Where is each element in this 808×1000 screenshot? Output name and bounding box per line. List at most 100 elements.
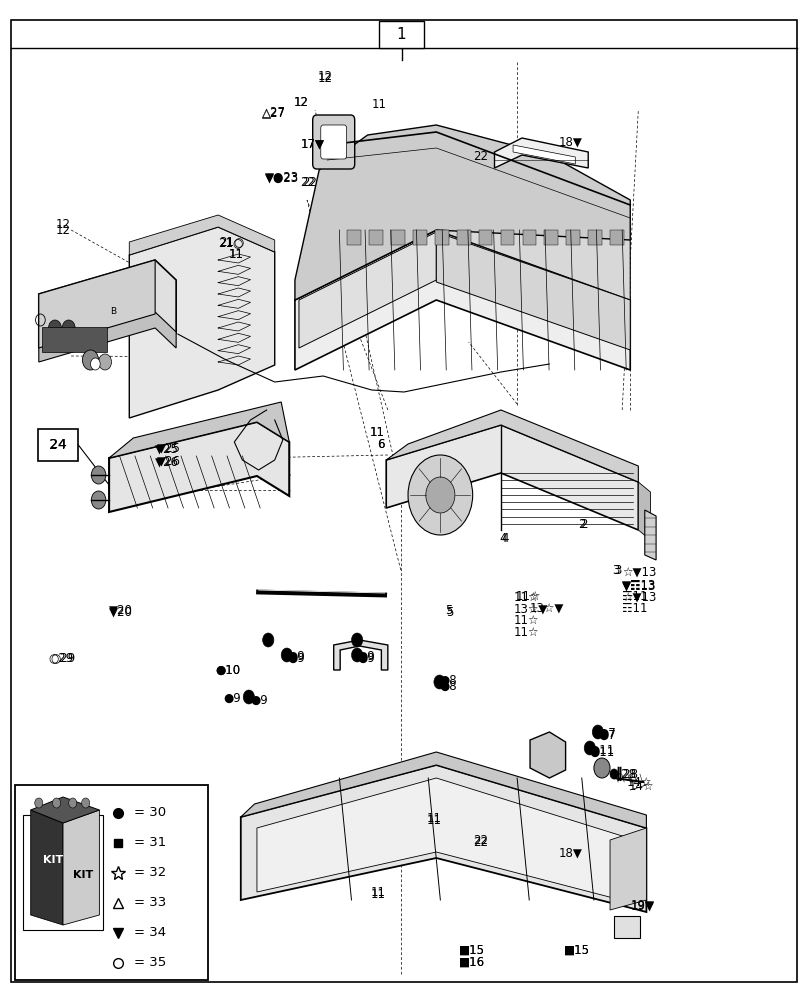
Polygon shape [295,230,630,370]
Text: ●9: ●9 [357,652,375,664]
Text: 11: 11 [369,426,385,438]
Text: ●9: ●9 [223,692,241,704]
Text: ●11: ●11 [590,744,615,756]
Bar [38,429,78,461]
Text: 3: 3 [612,564,620,576]
Text: 11: 11 [427,812,442,824]
Text: 11: 11 [371,888,385,902]
Polygon shape [435,230,448,245]
Polygon shape [638,482,650,540]
Text: 12: 12 [318,72,333,85]
Polygon shape [257,778,629,902]
Text: ●9: ●9 [250,694,268,706]
Text: 11: 11 [371,886,385,900]
Text: 21○: 21○ [218,236,243,249]
Text: ▼26: ▼26 [157,454,181,468]
Text: 19▼: 19▼ [630,900,654,912]
Text: ■16: ■16 [459,956,485,968]
Text: 12: 12 [56,224,71,236]
Polygon shape [129,227,275,418]
Polygon shape [347,230,361,245]
Text: 12: 12 [56,218,71,231]
Text: 19▼: 19▼ [630,898,654,912]
Circle shape [82,798,90,808]
Text: 11: 11 [228,248,243,261]
Circle shape [69,798,77,808]
Circle shape [434,675,445,689]
Text: B: B [110,308,116,316]
Circle shape [91,466,106,484]
Text: ▼☶13: ▼☶13 [622,580,657,592]
Polygon shape [501,230,515,245]
Polygon shape [241,765,646,912]
Polygon shape [391,230,405,245]
Text: 17▼: 17▼ [301,137,325,150]
Text: ▼20: ▼20 [109,603,133,616]
Bar [42,327,107,352]
Text: ■16: ■16 [459,956,485,968]
Circle shape [584,741,595,755]
Text: 6: 6 [377,438,385,450]
Text: 6: 6 [377,438,385,452]
Circle shape [351,633,363,647]
Circle shape [263,633,274,647]
Text: 11☆: 11☆ [514,626,540,639]
Circle shape [53,798,61,808]
Text: ■15: ■15 [564,944,590,956]
Polygon shape [299,232,436,348]
Text: 11: 11 [229,247,244,260]
Circle shape [35,798,43,808]
Text: 2: 2 [579,518,586,530]
Circle shape [82,350,99,370]
Text: 12: 12 [293,97,309,109]
Text: 21○: 21○ [219,235,244,248]
Circle shape [408,455,473,535]
Circle shape [243,690,255,704]
Polygon shape [523,230,537,245]
Text: 22: 22 [473,150,489,163]
Text: 11☆: 11☆ [516,589,541,602]
Polygon shape [39,312,176,362]
Polygon shape [436,232,630,350]
Circle shape [99,354,112,370]
Text: ☶11: ☶11 [622,589,648,602]
Text: 22: 22 [473,836,489,848]
Text: ☆▼13: ☆▼13 [622,590,657,603]
Text: 11: 11 [369,426,385,440]
Text: ●11: ●11 [590,746,615,758]
Bar [23,815,103,930]
Polygon shape [31,810,63,925]
FancyBboxPatch shape [321,125,347,159]
Text: = 30: = 30 [134,806,166,820]
Polygon shape [39,260,176,348]
Text: 13☆▼: 13☆▼ [514,602,549,615]
Text: 12: 12 [318,70,333,83]
Text: ▼20: ▼20 [109,605,133,618]
Polygon shape [369,230,383,245]
Text: 2: 2 [580,518,587,530]
Text: = 32: = 32 [134,866,166,880]
Polygon shape [109,422,289,512]
Text: 11☆: 11☆ [514,590,540,603]
Text: 1: 1 [397,27,406,42]
Polygon shape [645,510,656,560]
Text: ┨28: ┨28 [616,767,638,781]
Polygon shape [513,145,575,164]
Circle shape [62,320,75,336]
Text: ●7: ●7 [598,728,616,742]
Polygon shape [386,425,638,530]
Circle shape [592,725,604,739]
Circle shape [91,491,106,509]
Text: ○29: ○29 [48,652,74,664]
Text: 3: 3 [614,564,621,576]
Circle shape [281,648,292,662]
Polygon shape [334,640,388,670]
Polygon shape [295,170,630,300]
Text: ●8: ●8 [440,680,457,692]
Text: ▼26: ▼26 [155,456,179,468]
Polygon shape [530,732,566,778]
Polygon shape [31,797,99,823]
Text: ☶11: ☶11 [622,602,648,615]
Text: = 34: = 34 [134,926,166,940]
Text: 18▼: 18▼ [559,135,583,148]
